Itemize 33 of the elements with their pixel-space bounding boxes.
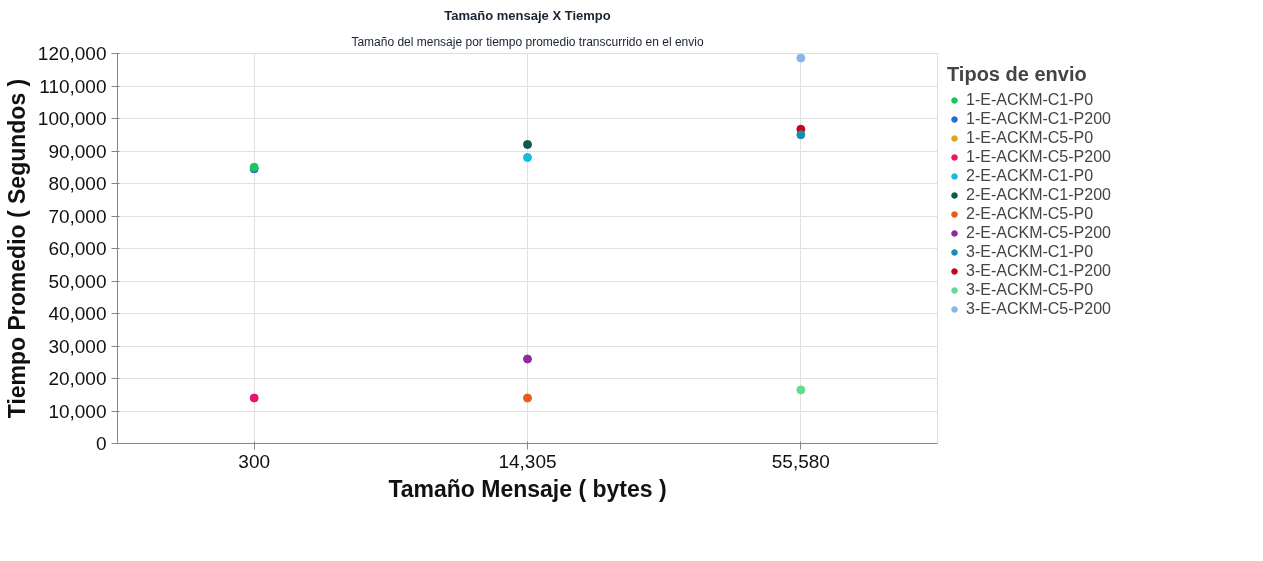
legend-label: 1-E-ACKM-C1-P200 bbox=[966, 110, 1111, 128]
y-tick-label: 20,000 bbox=[48, 368, 107, 389]
legend-title: Tipos de envio bbox=[947, 63, 1088, 86]
y-tick-label: 30,000 bbox=[48, 335, 107, 357]
y-tick-label: 50,000 bbox=[48, 270, 107, 292]
legend-label: 1-E-ACKM-C5-P0 bbox=[966, 129, 1094, 147]
legend-label: 3-E-ACKM-C1-P0 bbox=[966, 243, 1094, 261]
y-tick-label: 80,000 bbox=[48, 173, 107, 194]
legend-label: 2-E-ACKM-C1-P200 bbox=[966, 186, 1111, 204]
y-tick-label: 40,000 bbox=[48, 303, 107, 324]
y-tick-label: 0 bbox=[95, 433, 107, 454]
chart-title: Tamaño mensaje X Tiempo bbox=[444, 7, 611, 23]
y-tick-label: 110,000 bbox=[39, 75, 107, 97]
y-tick-label: 10,000 bbox=[48, 400, 107, 422]
legend-label: 1-E-ACKM-C5-P200 bbox=[966, 148, 1111, 166]
y-tick-label: 90,000 bbox=[48, 140, 107, 162]
legend-label: 3-E-ACKM-C5-P200 bbox=[966, 300, 1111, 318]
x-tick-label: 55,580 bbox=[771, 450, 830, 472]
x-tick-label: 300 bbox=[238, 450, 271, 472]
chart-subtitle: Tamaño del mensaje por tiempo promedio transcurrido en el envio bbox=[351, 34, 704, 49]
y-tick-label: 60,000 bbox=[48, 238, 107, 259]
legend-label: 2-E-ACKM-C5-P0 bbox=[966, 205, 1094, 223]
legend-label: 2-E-ACKM-C1-P0 bbox=[966, 167, 1094, 185]
legend-label: 3-E-ACKM-C5-P0 bbox=[966, 281, 1094, 299]
y-tick-label: 70,000 bbox=[48, 205, 107, 227]
legend-label: 3-E-ACKM-C1-P200 bbox=[966, 262, 1111, 280]
legend-label: 1-E-ACKM-C1-P0 bbox=[966, 91, 1094, 109]
legend-label: 2-E-ACKM-C5-P200 bbox=[966, 224, 1111, 242]
x-axis-title: Tamaño Mensaje ( bytes ) bbox=[388, 475, 667, 502]
y-axis-title: Tiempo Promedio ( Segundos ) bbox=[3, 78, 30, 419]
y-tick-label: 120,000 bbox=[37, 43, 107, 64]
x-tick-label: 14,305 bbox=[498, 450, 557, 472]
y-tick-label: 100,000 bbox=[37, 108, 107, 129]
